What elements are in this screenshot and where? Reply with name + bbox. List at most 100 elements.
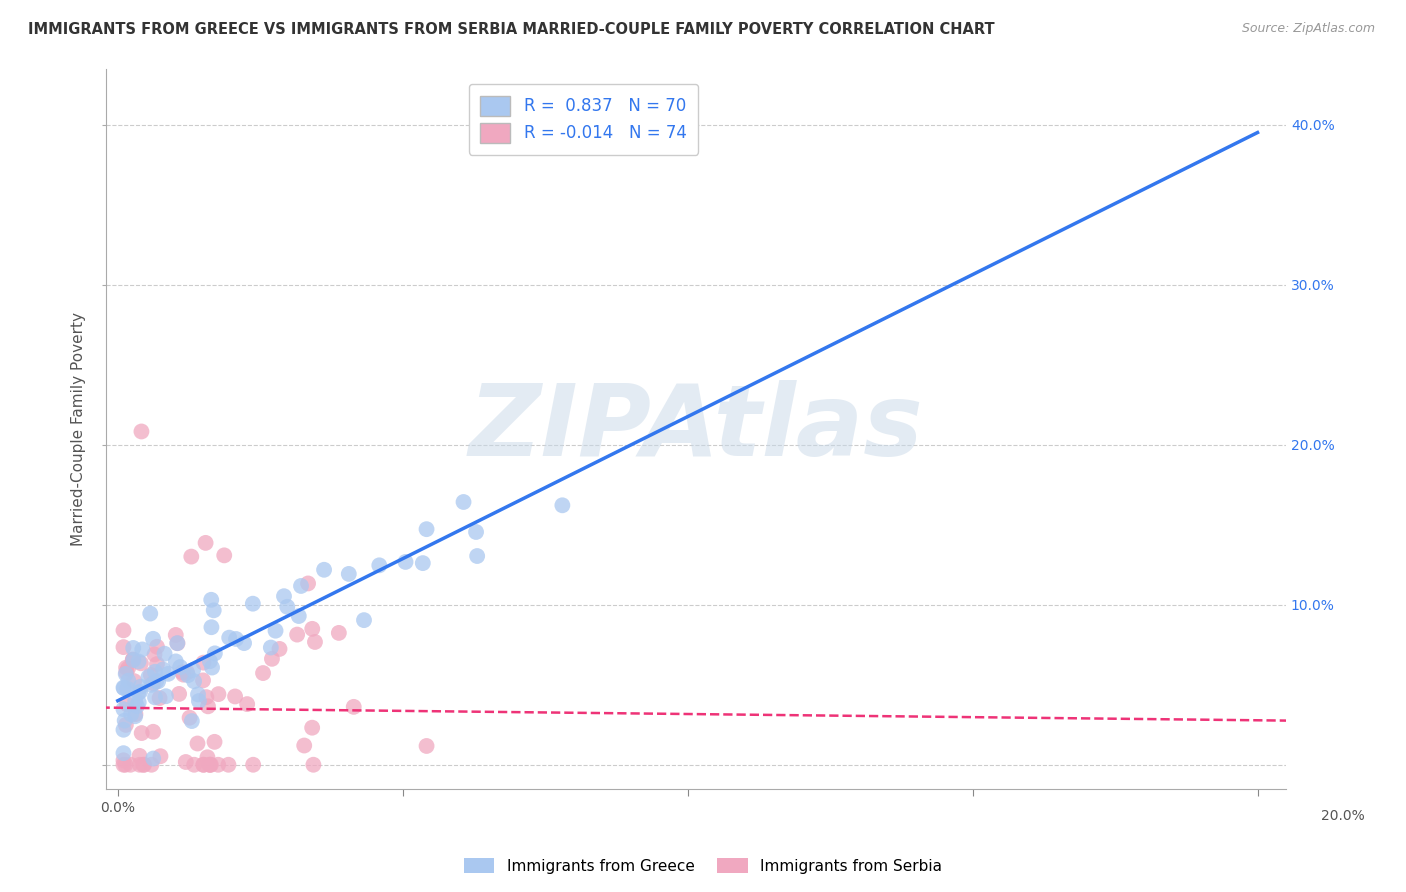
Point <box>142 751 165 765</box>
Point <box>302 757 325 772</box>
Point <box>200 620 222 634</box>
Point <box>233 636 256 650</box>
Point <box>112 753 135 767</box>
Point <box>180 714 202 728</box>
Point <box>122 653 145 667</box>
Point <box>304 635 326 649</box>
Point <box>183 674 205 689</box>
Point <box>120 757 142 772</box>
Point <box>207 687 229 701</box>
Point <box>276 599 298 614</box>
Point <box>176 665 198 680</box>
Point <box>193 757 215 772</box>
Point <box>301 622 323 636</box>
Point <box>204 735 226 749</box>
Point <box>145 674 167 689</box>
Point <box>412 556 434 570</box>
Point <box>127 685 149 699</box>
Point <box>242 757 264 772</box>
Text: ZIPAtlas: ZIPAtlas <box>468 380 924 477</box>
Point <box>197 750 219 764</box>
Point <box>112 624 135 638</box>
Point <box>260 640 283 655</box>
Point <box>112 723 135 737</box>
Point <box>242 597 264 611</box>
Point <box>301 721 323 735</box>
Point <box>198 757 221 772</box>
Y-axis label: Married-Couple Family Poverty: Married-Couple Family Poverty <box>72 311 86 546</box>
Point <box>142 724 165 739</box>
Point <box>122 674 145 689</box>
Point <box>218 631 240 645</box>
Point <box>166 636 188 650</box>
Point <box>139 668 162 682</box>
Point <box>195 690 218 705</box>
Point <box>124 694 146 708</box>
Point <box>117 673 139 688</box>
Point <box>198 757 221 772</box>
Point <box>122 640 145 655</box>
Point <box>117 661 139 675</box>
Point <box>115 665 138 680</box>
Point <box>125 699 148 714</box>
Point <box>198 654 221 668</box>
Point <box>551 498 574 512</box>
Point <box>129 680 152 694</box>
Point <box>117 681 139 696</box>
Point <box>128 655 150 669</box>
Point <box>167 687 190 701</box>
Point <box>155 690 177 704</box>
Point <box>290 579 312 593</box>
Point <box>115 718 138 732</box>
Point <box>415 739 437 753</box>
Point <box>131 425 153 439</box>
Text: 20.0%: 20.0% <box>1320 809 1365 823</box>
Point <box>172 665 194 680</box>
Point <box>202 603 225 617</box>
Point <box>328 626 350 640</box>
Point <box>114 667 136 681</box>
Point <box>165 654 187 668</box>
Point <box>264 624 287 638</box>
Point <box>201 660 224 674</box>
Point <box>143 690 166 705</box>
Point <box>143 648 166 662</box>
Point <box>465 524 488 539</box>
Point <box>288 609 311 624</box>
Point <box>368 558 391 573</box>
Point <box>128 748 150 763</box>
Point <box>174 755 197 769</box>
Point <box>465 549 488 563</box>
Point <box>337 566 360 581</box>
Point <box>149 749 172 764</box>
Point <box>112 681 135 695</box>
Point <box>314 563 336 577</box>
Point <box>187 694 209 708</box>
Point <box>217 757 239 772</box>
Point <box>152 663 174 677</box>
Point <box>187 687 209 701</box>
Point <box>146 657 169 671</box>
Point <box>165 628 187 642</box>
Point <box>112 746 135 760</box>
Point <box>138 670 160 684</box>
Point <box>224 690 246 704</box>
Point <box>142 632 165 646</box>
Point <box>157 666 180 681</box>
Point <box>180 549 202 564</box>
Point <box>121 652 143 666</box>
Point <box>292 739 315 753</box>
Point <box>112 681 135 695</box>
Point <box>252 666 274 681</box>
Legend: R =  0.837   N = 70, R = -0.014   N = 74: R = 0.837 N = 70, R = -0.014 N = 74 <box>468 84 699 154</box>
Point <box>142 676 165 690</box>
Point <box>236 697 259 711</box>
Point <box>114 757 136 772</box>
Point <box>114 714 136 728</box>
Point <box>269 641 291 656</box>
Point <box>394 555 416 569</box>
Point <box>193 656 215 670</box>
Point <box>297 576 319 591</box>
Point <box>115 661 138 675</box>
Point <box>204 646 226 660</box>
